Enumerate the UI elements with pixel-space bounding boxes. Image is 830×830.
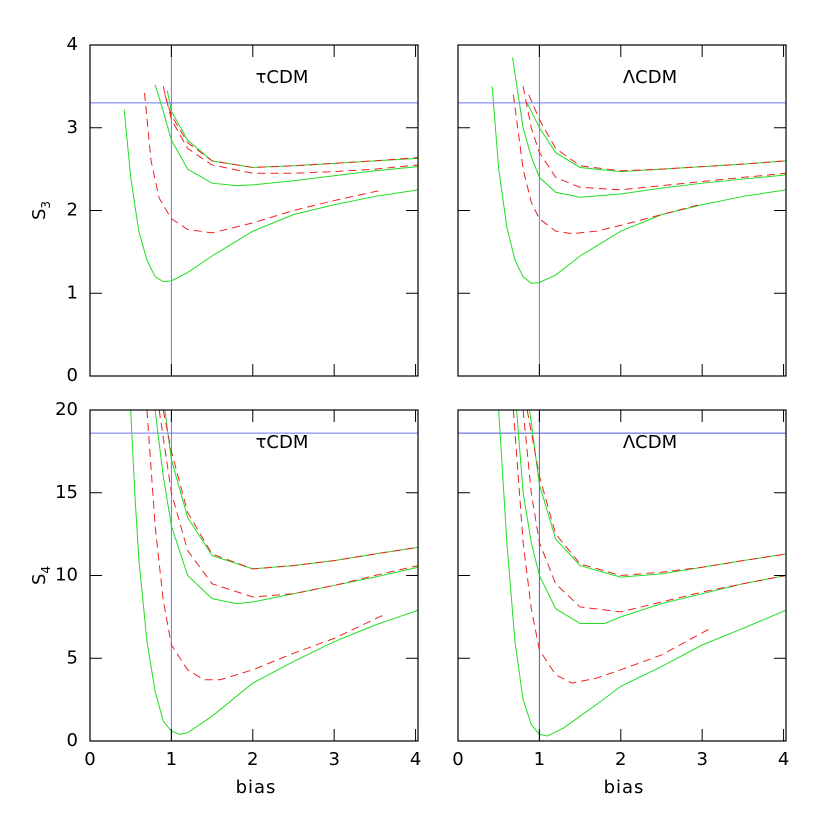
- curve: [166, 90, 418, 168]
- curve: [512, 410, 711, 684]
- y-tick-label: 20: [55, 399, 78, 420]
- y-tick-label: 1: [67, 282, 78, 303]
- y-axis-label-main: S: [29, 209, 50, 220]
- frame: [89, 409, 419, 742]
- curve: [154, 84, 418, 187]
- panel: ΛCDM: [457, 44, 787, 377]
- curve: [512, 57, 786, 198]
- y-tick-label: 5: [67, 647, 78, 668]
- y-tick-label: 4: [67, 34, 78, 55]
- annotation: ΛCDM: [623, 432, 677, 453]
- curve: [162, 410, 418, 570]
- x-axis-label: bias: [604, 777, 645, 798]
- x-tick-label: 0: [452, 749, 463, 770]
- x-tick-label: 3: [328, 749, 339, 770]
- curve: [162, 86, 418, 174]
- frame: [89, 44, 419, 377]
- y-tick-label: 3: [67, 117, 78, 138]
- y-axis-label: S3: [29, 201, 53, 220]
- annotation: τCDM: [256, 432, 309, 453]
- frame: [457, 44, 787, 377]
- y-axis-label-subscript: 4: [39, 566, 53, 574]
- curve: [498, 410, 786, 737]
- y-axis-label-main: S: [29, 574, 50, 585]
- curve: [522, 86, 786, 191]
- x-tick-label: 0: [84, 749, 95, 770]
- curve: [528, 94, 786, 172]
- plot-area: [458, 410, 786, 741]
- curve: [526, 410, 786, 577]
- plot-area: [458, 45, 786, 376]
- x-tick-label: 4: [778, 749, 789, 770]
- x-tick-label: 3: [696, 749, 707, 770]
- x-tick-label: 1: [166, 749, 177, 770]
- x-tick-label: 1: [534, 749, 545, 770]
- annotation: τCDM: [256, 67, 309, 88]
- y-tick-label: 10: [55, 565, 78, 586]
- y-axis-label: S4: [29, 566, 53, 585]
- curve: [123, 109, 418, 283]
- curve: [491, 86, 786, 284]
- annotation: ΛCDM: [623, 67, 677, 88]
- x-tick-label: 2: [615, 749, 626, 770]
- x-axis-label: bias: [236, 777, 277, 798]
- x-tick-label: 2: [247, 749, 258, 770]
- x-tick-label: 4: [410, 749, 421, 770]
- curve: [516, 410, 786, 624]
- curve: [526, 102, 786, 173]
- y-tick-label: 2: [67, 200, 78, 221]
- curve: [164, 94, 418, 168]
- y-tick-label: 0: [67, 730, 78, 751]
- y-tick-label: 15: [55, 482, 78, 503]
- curve: [154, 410, 418, 605]
- y-axis-label-subscript: 3: [39, 201, 53, 209]
- y-tick-label: 0: [67, 365, 78, 386]
- plot-area: [90, 45, 418, 376]
- panel: 0 1 2 3 4 ΛCDM bias: [452, 409, 789, 798]
- curve: [522, 410, 786, 613]
- plot-area: [90, 410, 418, 741]
- curve: [512, 94, 703, 235]
- curve: [158, 410, 418, 598]
- curve: [130, 410, 418, 735]
- curve: [146, 410, 384, 681]
- curve: [144, 92, 384, 234]
